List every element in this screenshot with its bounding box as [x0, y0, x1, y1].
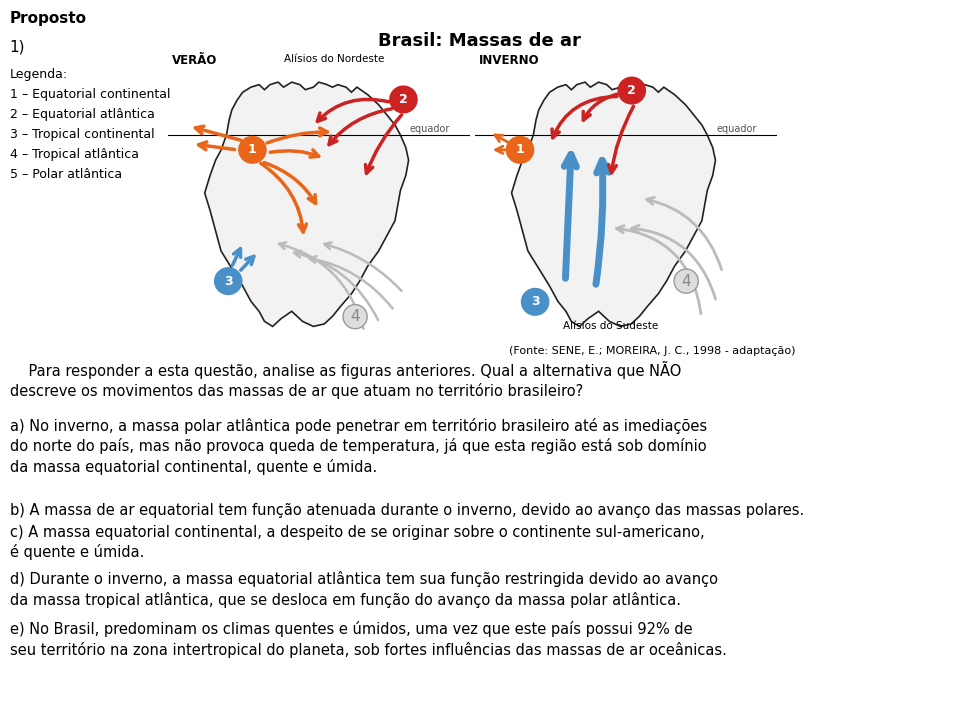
Text: Proposto: Proposto — [10, 11, 86, 26]
Circle shape — [215, 268, 242, 294]
Text: 2: 2 — [627, 84, 636, 97]
Polygon shape — [511, 82, 715, 326]
Text: 4: 4 — [681, 273, 691, 288]
Text: 2 – Equatorial atlântica: 2 – Equatorial atlântica — [10, 108, 154, 121]
Text: 3: 3 — [224, 275, 232, 288]
Circle shape — [506, 136, 533, 164]
Circle shape — [390, 86, 417, 113]
Text: INVERNO: INVERNO — [480, 54, 540, 67]
Text: 4: 4 — [350, 309, 360, 324]
Text: 3: 3 — [531, 296, 539, 308]
Text: 2: 2 — [399, 93, 408, 106]
Text: VERÃO: VERÃO — [173, 54, 218, 67]
Text: 5 – Polar atlântica: 5 – Polar atlântica — [10, 168, 122, 181]
Text: c) A massa equatorial continental, a despeito de se originar sobre o continente : c) A massa equatorial continental, a des… — [10, 525, 704, 560]
Text: d) Durante o inverno, a massa equatorial atlântica tem sua função restringida de: d) Durante o inverno, a massa equatorial… — [10, 571, 717, 608]
Circle shape — [522, 288, 549, 315]
Text: equador: equador — [716, 124, 758, 134]
Text: 3 – Tropical continental: 3 – Tropical continental — [10, 128, 154, 141]
Text: 4 – Tropical atlântica: 4 – Tropical atlântica — [10, 148, 139, 161]
Text: e) No Brasil, predominam os climas quentes e úmidos, uma vez que este país possu: e) No Brasil, predominam os climas quent… — [10, 621, 727, 658]
Text: Legenda:: Legenda: — [10, 68, 68, 81]
Text: 1 – Equatorial continental: 1 – Equatorial continental — [10, 88, 170, 101]
Text: Alísios do Nordeste: Alísios do Nordeste — [284, 54, 385, 64]
Polygon shape — [204, 82, 409, 326]
Text: 1): 1) — [10, 39, 25, 54]
Circle shape — [239, 136, 266, 164]
Text: b) A massa de ar equatorial tem função atenuada durante o inverno, devido ao ava: b) A massa de ar equatorial tem função a… — [10, 503, 804, 518]
Circle shape — [619, 77, 645, 104]
Text: (Fonte: SENE, E.; MOREIRA, J. C., 1998 - adaptação): (Fonte: SENE, E.; MOREIRA, J. C., 1998 -… — [509, 346, 796, 356]
Text: Brasil: Massas de ar: Brasil: Massas de ar — [378, 32, 581, 50]
Text: 1: 1 — [248, 144, 257, 156]
Text: equador: equador — [409, 124, 451, 134]
Text: a) No inverno, a massa polar atlântica pode penetrar em território brasileiro at: a) No inverno, a massa polar atlântica p… — [10, 418, 707, 475]
Text: Para responder a esta questão, analise as figuras anteriores. Qual a alternativa: Para responder a esta questão, analise a… — [10, 361, 681, 399]
Text: 1: 1 — [516, 144, 525, 156]
Text: Alísios do Sudeste: Alísios do Sudeste — [563, 321, 658, 331]
